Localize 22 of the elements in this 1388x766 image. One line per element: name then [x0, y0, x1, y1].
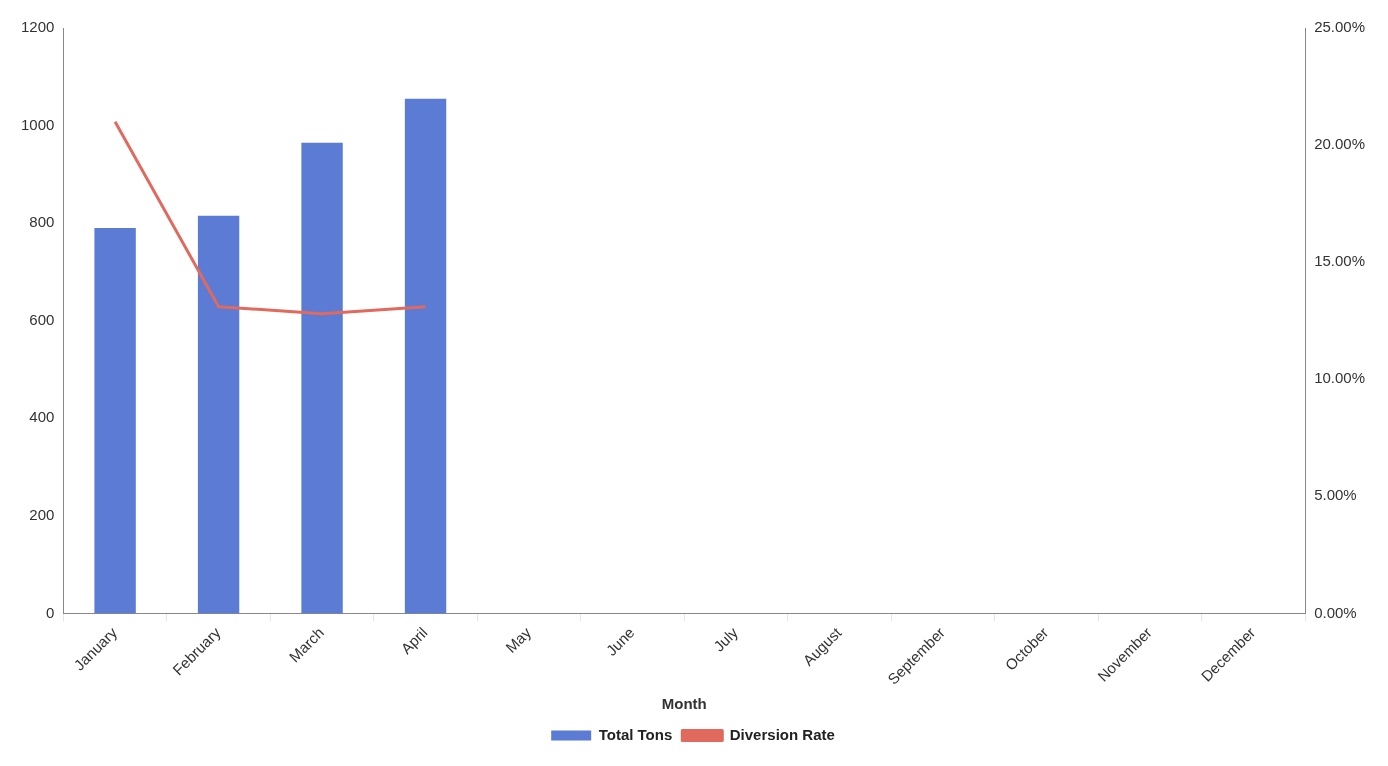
bar [197, 215, 240, 614]
x-tick-label: July [710, 623, 742, 655]
y2-tick-label: 15.00% [1314, 252, 1365, 270]
y-tick-label: 400 [29, 408, 55, 426]
y2-tick-label: 20.00% [1314, 135, 1365, 153]
x-tick-label: May [502, 623, 535, 656]
y-tick-label: 1000 [20, 115, 55, 133]
bar [404, 98, 447, 614]
y2-tick-label: 5.00% [1314, 486, 1357, 504]
y-tick-label: 800 [29, 213, 55, 231]
y2-tick-label: 25.00% [1314, 18, 1365, 36]
y-tick-label: 600 [29, 310, 55, 328]
bar [301, 142, 343, 614]
x-axis-title: Month [661, 695, 707, 713]
y2-tick-label: 10.00% [1314, 369, 1365, 387]
legend-label: Total Tons [598, 725, 673, 743]
legend-label: Diversion Rate [729, 725, 835, 743]
y-tick-label: 0 [46, 603, 55, 621]
y-tick-label: 200 [29, 505, 55, 523]
y2-tick-label: 0.00% [1314, 603, 1357, 621]
y-tick-label: 1200 [20, 18, 55, 36]
bar [94, 228, 136, 614]
